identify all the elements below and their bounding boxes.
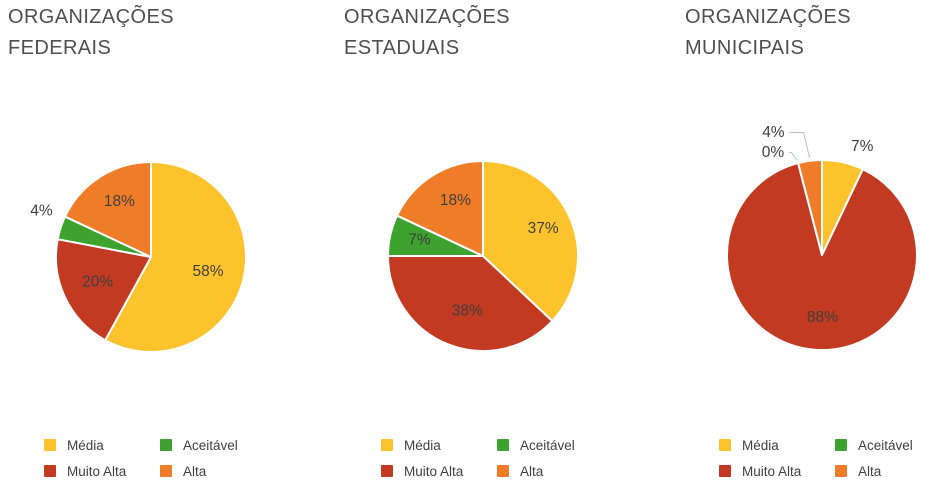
- pie-chart-federais: ORGANIZAÇÕES FEDERAIS 58% 20% 4% 18% Média A…: [0, 0, 311, 491]
- legend-swatch-media: [44, 439, 56, 451]
- legend-item-aceitavel[interactable]: Aceitável: [497, 437, 575, 453]
- pie-slice-muito-alta[interactable]: [726, 162, 918, 351]
- legend-swatch-alta: [160, 465, 172, 477]
- legend-swatch-muito-alta: [381, 465, 393, 477]
- legend-item-media[interactable]: Média: [381, 437, 497, 453]
- legend-label: Muito Alta: [67, 463, 127, 479]
- chart-legend: Média Aceitável Muito Alta Alta: [719, 437, 913, 479]
- legend-swatch-aceitavel: [497, 439, 509, 451]
- pie-slice-media[interactable]: [482, 160, 579, 323]
- legend-item-aceitavel[interactable]: Aceitável: [160, 437, 238, 453]
- slice-percentage-label: 18%: [440, 192, 471, 209]
- legend-label: Alta: [520, 463, 544, 479]
- slice-percentage-label: 38%: [452, 302, 483, 319]
- legend-item-alta[interactable]: Alta: [835, 463, 913, 479]
- pie-slice-alta[interactable]: [797, 158, 823, 256]
- legend-swatch-muito-alta: [719, 465, 731, 477]
- pie-chart-estaduais: ORGANIZAÇÕES ESTADUAIS 37% 38% 7% 18% Média…: [311, 0, 622, 491]
- pie-slice-media[interactable]: [104, 161, 247, 353]
- pie-chart-municipais: ORGANIZAÇÕES MUNICIPAIS 7% 88% 0% 4% Média A…: [622, 0, 933, 491]
- legend-item-media[interactable]: Média: [719, 437, 835, 453]
- slice-percentage-label: 7%: [851, 138, 874, 155]
- pie-slice-muito-alta[interactable]: [55, 238, 152, 342]
- slice-percentage-label: 4%: [30, 202, 53, 219]
- legend-swatch-muito-alta: [44, 465, 56, 477]
- pie-slice-alta[interactable]: [64, 161, 152, 258]
- legend-swatch-alta: [497, 465, 509, 477]
- legend-label: Muito Alta: [742, 463, 802, 479]
- legend-label: Média: [404, 437, 441, 453]
- slice-percentage-label: 37%: [528, 220, 559, 237]
- legend-swatch-aceitavel: [160, 439, 172, 451]
- chart-legend: Média Aceitável Muito Alta Alta: [44, 437, 238, 479]
- chart-title: ORGANIZAÇÕES ESTADUAIS: [344, 6, 510, 59]
- label-leader-line: [789, 152, 798, 161]
- legend-item-muito-alta[interactable]: Muito Alta: [44, 463, 160, 479]
- legend-label: Aceitável: [183, 437, 238, 453]
- slice-percentage-label: 7%: [408, 232, 431, 249]
- legend-item-alta[interactable]: Alta: [160, 463, 238, 479]
- pie-plot-area: 7% 88% 0% 4%: [726, 124, 918, 351]
- legend-swatch-media: [381, 439, 393, 451]
- legend-label: Alta: [183, 463, 207, 479]
- legend-label: Média: [742, 437, 779, 453]
- legend-swatch-aceitavel: [835, 439, 847, 451]
- slice-percentage-label: 0%: [762, 144, 785, 161]
- legend-swatch-media: [719, 439, 731, 451]
- pie-plot-area: 37% 38% 7% 18%: [387, 160, 579, 352]
- legend-item-muito-alta[interactable]: Muito Alta: [719, 463, 835, 479]
- slice-percentage-label: 58%: [192, 263, 223, 280]
- slice-percentage-label: 4%: [762, 124, 785, 141]
- legend-swatch-alta: [835, 465, 847, 477]
- legend-item-media[interactable]: Média: [44, 437, 160, 453]
- legend-label: Aceitável: [520, 437, 575, 453]
- chart-title: ORGANIZAÇÕES MUNICIPAIS: [685, 6, 851, 59]
- pie-plot-area: 58% 20% 4% 18%: [30, 161, 247, 353]
- slice-percentage-label: 18%: [104, 193, 135, 210]
- legend-label: Aceitável: [858, 437, 913, 453]
- chart-title: ORGANIZAÇÕES FEDERAIS: [8, 6, 174, 59]
- chart-legend: Média Aceitável Muito Alta Alta: [381, 437, 575, 479]
- legend-item-muito-alta[interactable]: Muito Alta: [381, 463, 497, 479]
- slice-percentage-label: 88%: [807, 309, 838, 326]
- legend-label: Média: [67, 437, 104, 453]
- legend-label: Alta: [858, 463, 882, 479]
- legend-label: Muito Alta: [404, 463, 464, 479]
- pie-slice-muito-alta[interactable]: [387, 255, 554, 352]
- legend-item-aceitavel[interactable]: Aceitável: [835, 437, 913, 453]
- pie-slice-alta[interactable]: [396, 160, 484, 257]
- label-leader-line: [789, 132, 811, 159]
- slice-percentage-label: 20%: [82, 274, 113, 291]
- legend-item-alta[interactable]: Alta: [497, 463, 575, 479]
